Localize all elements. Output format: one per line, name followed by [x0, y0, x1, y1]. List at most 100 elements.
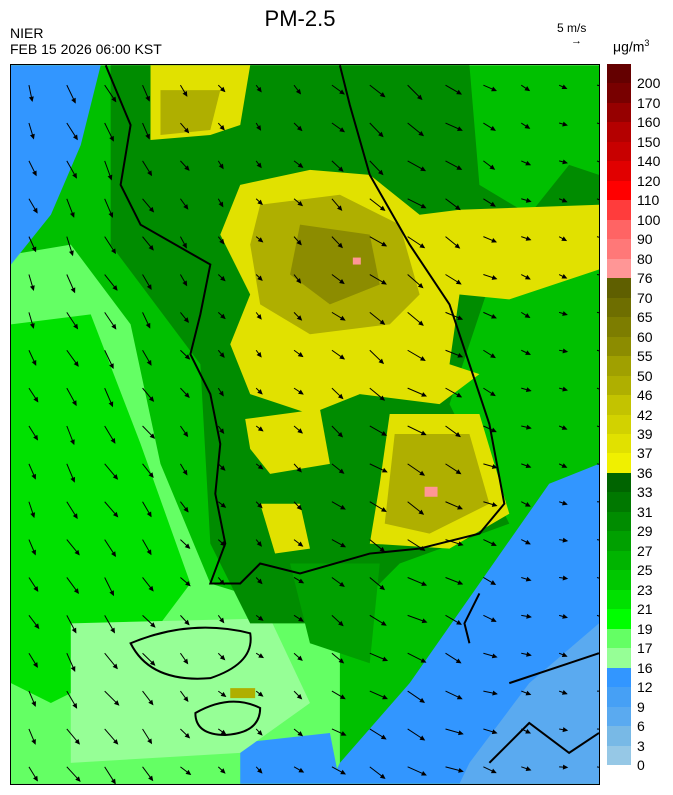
wind-arrowhead [562, 500, 568, 506]
jeju-coastline [194, 700, 262, 736]
wind-arrowhead [524, 86, 531, 92]
colorbar-bin [607, 102, 631, 123]
wind-arrowhead [34, 623, 40, 630]
wind-arrowhead [339, 127, 346, 133]
wind-arrowhead [111, 551, 117, 558]
wind-arrowhead [525, 766, 532, 771]
wind-arrowhead [525, 197, 532, 203]
wind-arrowhead [562, 159, 568, 165]
wind-arrowhead [31, 701, 36, 707]
wind-arrowhead [561, 84, 568, 90]
wind-arrowhead [420, 430, 427, 436]
wind-arrowhead [491, 653, 498, 659]
wind-arrowhead [381, 279, 387, 285]
wind-arrowhead [381, 241, 388, 247]
colorbar-label: 27 [637, 542, 653, 559]
wind-arrowhead [149, 660, 156, 666]
colorbar-bin [607, 472, 631, 493]
wind-arrowhead [31, 549, 36, 556]
wind-arrowhead [148, 206, 155, 213]
wind-arrowhead [492, 690, 498, 696]
wind-arrowhead [525, 350, 531, 355]
wind-arrowhead [297, 731, 304, 737]
wind-arrowhead [337, 432, 344, 438]
wind-arrowhead [297, 428, 303, 434]
wind-arrowhead [490, 353, 496, 359]
wind-arrowhead [71, 400, 77, 407]
wind-arrowhead [490, 391, 496, 397]
wind-arrowhead [219, 352, 225, 358]
wind-arrowhead [339, 581, 345, 587]
wind-arrowhead [220, 768, 226, 774]
wind-arrowhead [148, 472, 154, 478]
wind-arrowhead [417, 282, 424, 289]
wind-arrowhead [70, 476, 76, 483]
wind-arrowhead [184, 543, 191, 549]
wind-arrowhead [296, 504, 303, 511]
wind-arrowhead [257, 237, 264, 243]
wind-arrowhead [108, 212, 114, 218]
colorbar-label: 9 [637, 698, 645, 715]
colorbar-bin [607, 219, 631, 240]
wind-arrowhead [491, 427, 497, 433]
wind-arrowhead [455, 279, 462, 285]
wind-arrowhead [379, 773, 386, 779]
colorbar-bin [607, 589, 631, 610]
island-coastline [463, 592, 481, 644]
wind-arrowhead [109, 363, 114, 370]
wind-arrowhead [112, 663, 118, 670]
wind-reference-label: 5 m/s [557, 21, 587, 35]
wind-arrowhead [418, 320, 424, 326]
wind-arrowhead [72, 702, 78, 709]
colorbar-label: 200 [637, 75, 661, 92]
wind-arrowhead [561, 463, 568, 468]
wind-arrowhead [337, 393, 344, 400]
wind-arrowhead [183, 506, 189, 513]
colorbar-bin [607, 648, 631, 669]
wind-arrowhead [183, 658, 189, 665]
wind-arrowhead [74, 549, 80, 556]
wind-arrowhead [220, 540, 226, 547]
wind-arrowhead [420, 166, 427, 172]
colorbar-bin [607, 511, 631, 532]
colorbar-bin [607, 161, 631, 182]
unit-label: μg/m3 [613, 38, 650, 55]
wind-arrowhead [379, 546, 386, 553]
wind-arrowhead [455, 469, 462, 475]
wind-arrowhead [296, 315, 303, 321]
wind-arrowhead [220, 465, 226, 471]
colorbar-bin [607, 453, 631, 474]
wind-arrowhead [219, 654, 226, 661]
wind-arrowhead [256, 162, 262, 169]
wind-arrowhead [218, 163, 224, 170]
wind-arrowhead [340, 542, 347, 548]
colorbar-label: 39 [637, 425, 653, 442]
wind-arrowhead [257, 691, 264, 697]
wind-arrowhead [562, 575, 569, 581]
wind-arrowhead [148, 699, 154, 706]
wind-arrowhead [218, 201, 224, 208]
wind-arrowhead [146, 284, 152, 291]
wind-arrowhead [73, 588, 80, 594]
colorbar-label: 0 [637, 757, 645, 773]
wind-arrowhead [219, 86, 226, 93]
wind-arrowhead [33, 586, 39, 592]
wind-arrowhead [525, 236, 532, 241]
wind-arrowhead [491, 313, 497, 319]
wind-arrow [596, 425, 599, 428]
wind-arrow [596, 122, 599, 125]
wind-arrowhead [491, 502, 498, 507]
wind-arrowhead [562, 348, 569, 354]
wind-arrowhead [457, 504, 463, 510]
wind-arrowhead [379, 584, 386, 591]
pale-green-region [70, 618, 310, 763]
colorbar-label: 29 [637, 523, 653, 540]
colorbar-label: 55 [637, 348, 653, 365]
wind-arrowhead [338, 166, 344, 172]
colorbar-bin [607, 336, 631, 357]
wind-arrowhead [73, 361, 79, 367]
wind-arrowhead [525, 463, 532, 469]
wind-arrowhead [148, 244, 154, 251]
wind-arrowhead [111, 96, 117, 103]
wind-arrowhead [182, 280, 188, 287]
